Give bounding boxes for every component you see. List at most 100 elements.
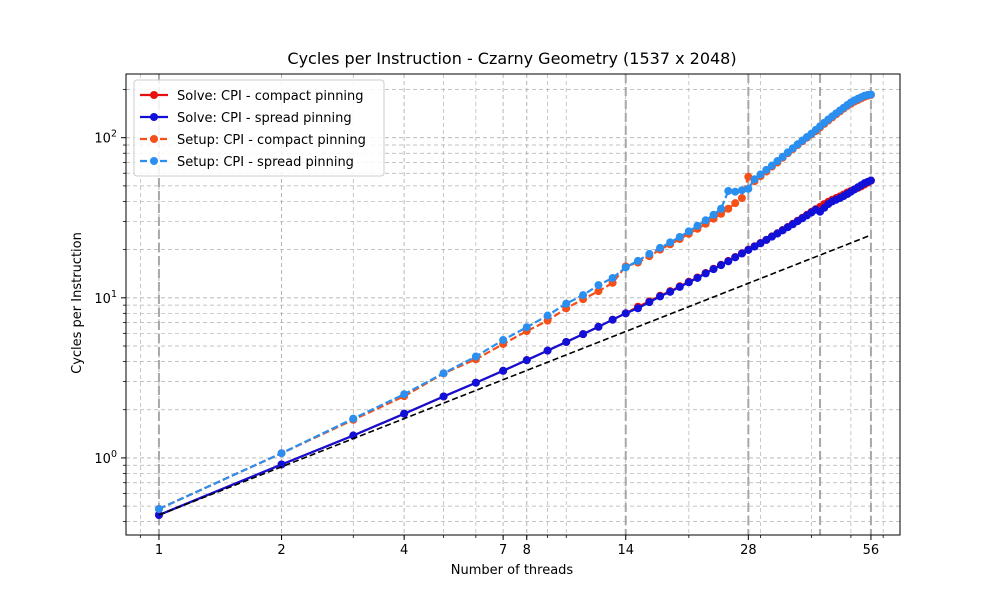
data-point-series-3	[675, 232, 684, 241]
data-point-series-1	[522, 356, 531, 365]
legend-label: Solve: CPI - spread pinning	[177, 111, 352, 126]
x-axis-label: Number of threads	[451, 563, 574, 578]
grid-lines	[126, 74, 900, 535]
data-point-series-1	[717, 261, 726, 270]
legend-swatch-marker	[150, 157, 158, 165]
data-point-series-2	[737, 194, 746, 203]
x-tick-label: 8	[523, 543, 531, 558]
data-point-series-3	[767, 161, 776, 170]
x-tick-label: 28	[740, 543, 757, 558]
data-point-series-1	[684, 278, 693, 287]
series-line-3	[158, 93, 872, 510]
data-point-series-2	[744, 172, 753, 181]
data-point-series-3	[724, 186, 733, 195]
data-point-series-1	[579, 330, 588, 339]
data-point-series-1	[608, 315, 617, 324]
data-point-series-3	[154, 504, 163, 513]
data-point-series-3	[499, 336, 508, 345]
y-tick-label: 100	[94, 449, 117, 467]
x-tick-label: 14	[617, 543, 634, 558]
data-point-series-1	[154, 510, 163, 519]
data-point-series-1	[656, 292, 665, 301]
data-point-series-3	[471, 352, 480, 361]
y-axis-label: Cycles per Instruction	[70, 232, 85, 374]
data-point-series-1	[277, 460, 286, 469]
data-point-series-1	[693, 273, 702, 282]
data-point-series-3	[522, 323, 531, 332]
legend-label: Setup: CPI - compact pinning	[177, 133, 366, 148]
y-tick-label: 101	[94, 289, 117, 307]
data-point-series-3	[731, 187, 740, 196]
data-point-series-1	[675, 282, 684, 291]
data-point-series-3	[744, 184, 753, 193]
legend-label: Setup: CPI - spread pinning	[177, 155, 354, 170]
data-point-series-1	[750, 242, 759, 251]
data-point-series-1	[701, 269, 710, 278]
legend-box	[133, 79, 385, 177]
plot-frame	[125, 73, 901, 536]
data-point-series-3	[656, 243, 665, 252]
data-point-series-3	[277, 449, 286, 458]
data-point-series-1	[645, 298, 654, 307]
data-point-series-2	[724, 204, 733, 213]
x-tick-label: 1	[155, 543, 163, 558]
legend: Solve: CPI - compact pinning Solve: CPI -…	[133, 79, 385, 177]
data-point-series-2	[731, 199, 740, 208]
data-point-series-3	[666, 238, 675, 247]
data-point-series-3	[400, 390, 409, 399]
legend-swatch-marker	[150, 135, 158, 143]
data-point-series-3	[684, 227, 693, 236]
data-point-series-1	[471, 378, 480, 387]
data-point-series-1	[499, 366, 508, 375]
data-point-series-3	[543, 311, 552, 320]
x-tick-label: 4	[400, 543, 408, 558]
data-point-series-1	[594, 322, 603, 331]
legend-swatch-marker	[150, 91, 158, 99]
data-point-series-3	[717, 204, 726, 213]
data-point-series-1	[731, 253, 740, 262]
data-point-series-3	[645, 249, 654, 258]
data-point-series-1	[543, 346, 552, 355]
data-point-series-3	[608, 273, 617, 282]
data-point-series-3	[693, 221, 702, 230]
data-point-series-1	[756, 239, 765, 248]
x-tick-label: 2	[277, 543, 285, 558]
chart-title: Cycles per Instruction - Czarny Geometry…	[287, 49, 736, 68]
data-point-series-3	[594, 281, 603, 290]
data-point-series-1	[621, 309, 630, 318]
data-point-series-1	[744, 245, 753, 254]
x-tick-label: 7	[499, 543, 507, 558]
legend-swatch-marker	[150, 113, 158, 121]
data-point-series-1	[724, 257, 733, 266]
x-tick-label: 56	[863, 543, 880, 558]
data-point-series-3	[762, 165, 771, 174]
data-point-series-3	[579, 291, 588, 300]
data-point-series-1	[709, 265, 718, 274]
data-point-series-1	[400, 409, 409, 418]
data-point-series-1	[866, 176, 875, 185]
data-point-series-1	[633, 304, 642, 313]
data-point-series-2	[594, 287, 603, 296]
reference-line	[158, 234, 872, 516]
y-tick-label: 102	[94, 129, 117, 147]
data-point-series-1	[562, 337, 571, 346]
data-point-series-3	[439, 369, 448, 378]
data-point-series-3	[349, 414, 358, 423]
data-point-series-3	[737, 186, 746, 195]
data-point-series-1	[439, 392, 448, 401]
data-point-series-1	[737, 249, 746, 258]
data-point-series-3	[750, 175, 759, 184]
data-point-series-3	[866, 90, 875, 99]
data-point-series-3	[562, 299, 571, 308]
data-point-series-3	[756, 170, 765, 179]
legend-label: Solve: CPI - compact pinning	[177, 89, 364, 104]
series-lines	[154, 90, 875, 519]
data-point-series-3	[709, 210, 718, 219]
data-point-series-3	[633, 256, 642, 265]
axes: 1 2 4 7 8 14 28 56 100 101 102	[94, 73, 901, 558]
data-point-series-1	[666, 287, 675, 296]
data-point-series-3	[701, 216, 710, 225]
data-point-series-3	[621, 263, 630, 272]
